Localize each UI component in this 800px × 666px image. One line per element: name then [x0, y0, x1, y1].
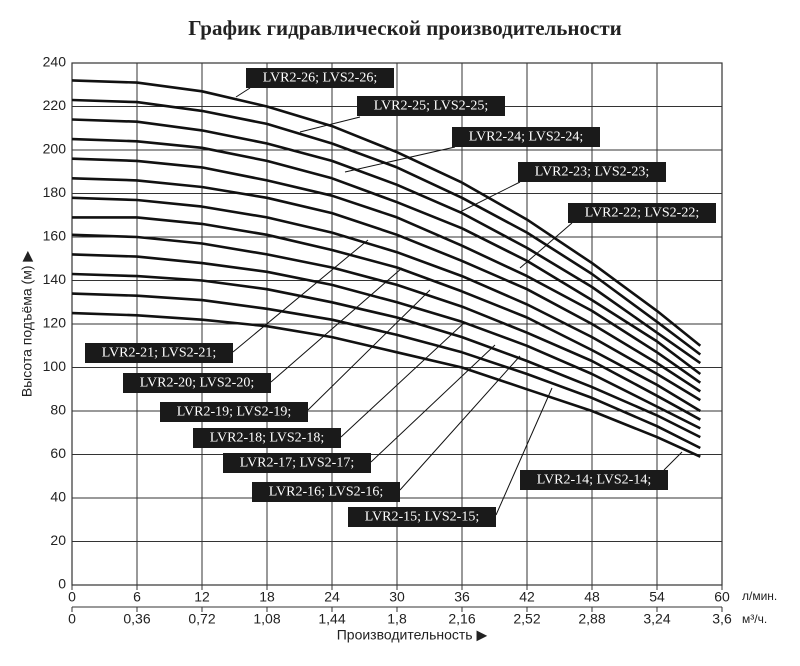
label-box [246, 68, 394, 88]
label-box [520, 470, 668, 490]
curve [71, 79, 702, 347]
leader-line [235, 87, 251, 98]
x2-unit: м³/ч. [742, 612, 767, 626]
x2-tick-label: 3,24 [643, 611, 670, 627]
x-tick-label: 60 [714, 589, 730, 605]
curve [71, 233, 701, 421]
label-box [85, 343, 233, 363]
y-tick-label: 20 [50, 532, 66, 548]
label-box [357, 96, 505, 116]
x-tick-label: 54 [649, 589, 665, 605]
series-label: LVR2-23; LVS2-23; [535, 165, 649, 180]
curve [71, 253, 701, 430]
x-tick-label: 24 [324, 589, 340, 605]
series-label: LVR2-21; LVS2-21; [102, 346, 216, 361]
leader-line [340, 321, 466, 438]
series-label: LVR2-17; LVS2-17; [240, 456, 354, 471]
y-tick-label: 240 [43, 54, 67, 70]
label-box [568, 203, 716, 223]
series-label: LVR2-19; LVS2-19; [177, 405, 291, 420]
label-box [452, 127, 600, 147]
curve [71, 292, 701, 450]
y-tick-label: 40 [50, 489, 66, 505]
y-tick-label: 160 [43, 228, 67, 244]
x2-tick-label: 0,72 [188, 611, 215, 627]
curve [71, 272, 701, 439]
leader-line [399, 355, 521, 491]
curve [72, 216, 701, 413]
y-axis-label: Высота подъёма (м) ▶ [19, 251, 35, 398]
series-label: LVR2-22; LVS2-22; [585, 206, 699, 221]
x2-tick-label: 3,6 [712, 611, 732, 627]
series-label: LVR2-24; LVS2-24; [469, 130, 583, 145]
x-tick-label: 6 [133, 589, 141, 605]
label-box [518, 162, 666, 182]
label-box [252, 482, 400, 502]
leader-line [307, 289, 431, 411]
y-tick-label: 200 [43, 141, 67, 157]
x2-tick-label: 2,52 [513, 611, 540, 627]
x-axis-label: Производительность ▶ [337, 627, 488, 643]
curve [71, 177, 702, 393]
label-box [123, 373, 271, 393]
y-tick-label: 220 [43, 97, 67, 113]
x-tick-label: 18 [259, 589, 275, 605]
series-label: LVR2-20; LVS2-20; [140, 376, 254, 391]
x2-tick-label: 1,8 [387, 611, 407, 627]
x-unit: л/мин. [742, 589, 777, 603]
series-label: LVR2-18; LVS2-18; [210, 431, 324, 446]
y-tick-label: 140 [43, 271, 67, 287]
x-tick-label: 30 [389, 589, 405, 605]
leader-line [232, 239, 369, 353]
y-tick-label: 120 [43, 315, 67, 331]
plot-frame [71, 62, 723, 586]
leader-line [495, 387, 553, 516]
series-label: LVR2-15; LVS2-15; [365, 510, 479, 525]
x-tick-label: 48 [584, 589, 600, 605]
label-box [348, 507, 496, 527]
label-box [160, 402, 308, 422]
y-tick-label: 60 [50, 445, 66, 461]
curve [71, 196, 701, 402]
x2-tick-label: 0,36 [123, 611, 150, 627]
x2-tick-label: 0 [68, 611, 76, 627]
series-label: LVR2-26; LVS2-26; [263, 71, 377, 86]
series-label: LVR2-25; LVS2-25; [374, 99, 488, 114]
leader-line [370, 344, 496, 463]
series-label: LVR2-16; LVS2-16; [269, 485, 383, 500]
leader-line [299, 116, 361, 133]
x-tick-label: 0 [68, 589, 76, 605]
chart-title: График гидравлической производительности [188, 16, 621, 40]
x-tick-label: 42 [519, 589, 535, 605]
y-tick-label: 80 [50, 402, 66, 418]
curve [71, 98, 702, 356]
leader-line [344, 146, 456, 173]
x2-tick-label: 1,44 [318, 611, 345, 627]
leader-line [459, 181, 521, 213]
leader-line [663, 451, 683, 471]
curve [71, 311, 701, 458]
leader-line [270, 267, 403, 383]
curve [71, 118, 702, 365]
x-tick-label: 36 [454, 589, 470, 605]
x-tick-label: 12 [194, 589, 210, 605]
series-label: LVR2-14; LVS2-14; [537, 473, 651, 488]
curve [71, 137, 702, 376]
label-box [223, 453, 371, 473]
leader-line [519, 222, 573, 269]
y-tick-label: 0 [58, 576, 66, 592]
x2-tick-label: 1,08 [253, 611, 280, 627]
x2-tick-label: 2,88 [578, 611, 605, 627]
label-box [193, 428, 341, 448]
curve [71, 157, 702, 384]
x2-tick-label: 2,16 [448, 611, 475, 627]
y-tick-label: 180 [43, 184, 67, 200]
y-tick-label: 100 [43, 358, 67, 374]
